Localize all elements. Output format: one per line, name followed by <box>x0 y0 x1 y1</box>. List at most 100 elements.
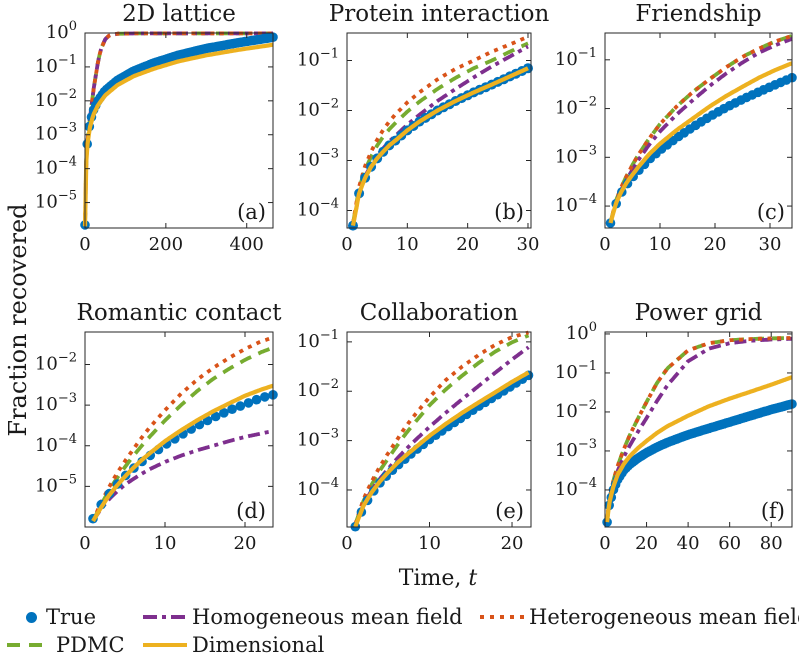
x-tick-label: 0 <box>599 234 610 255</box>
axes-box <box>604 32 793 229</box>
y-tick-label: 10−4 <box>297 476 339 500</box>
axes-box <box>346 32 532 229</box>
subplot-b: 0 10 20 30 10−1 10−2 10−3 10−4 Protein interacti… <box>297 1 550 255</box>
x-tick-label: 30 <box>759 234 782 255</box>
legend-dimensional-line-icon <box>143 643 187 647</box>
x-tick-label: 20 <box>501 533 524 554</box>
series-pdmc-line <box>608 34 793 224</box>
x-tick-label: 60 <box>718 533 741 554</box>
panel-label: (d) <box>236 499 266 523</box>
x-axis-label-text: Time, <box>398 566 469 591</box>
subplot-d: 0 10 20 10−2 10−3 10−4 10−5 Romantic contact (d) <box>35 300 282 554</box>
series-homogeneous-line <box>608 37 793 224</box>
x-tick-label: 10 <box>154 533 177 554</box>
subplot-e: 0 10 20 10−1 10−2 10−3 10−4 Collaboration (e) <box>297 300 534 554</box>
x-tick-label: 20 <box>635 533 658 554</box>
panel-label: (e) <box>495 499 524 523</box>
x-tick-label: 20 <box>456 234 479 255</box>
y-tick-label: 10−2 <box>35 87 77 111</box>
x-tick-label: 10 <box>418 533 441 554</box>
legend-true-marker-icon <box>26 611 37 623</box>
x-tick-label: 400 <box>230 234 264 255</box>
y-tick-label: 10−3 <box>35 391 77 415</box>
subplot-f: 0 20 40 60 80 100 10−1 10−2 10−3 10−4 Power grid (f… <box>555 300 797 554</box>
series-dimensional-line <box>608 61 793 224</box>
legend-label-pdmc: PDMC <box>56 632 125 657</box>
subplot-title: 2D lattice <box>122 1 236 27</box>
series-pdmc-line <box>351 41 529 224</box>
y-tick-label: 10−1 <box>555 359 597 383</box>
series-dimensional-line <box>91 383 274 523</box>
legend-homogeneous-line-icon <box>143 615 187 619</box>
y-tick-label: 10−4 <box>35 432 77 456</box>
y-tick-label: 100 <box>46 19 77 43</box>
y-axis-label: Fraction recovered <box>4 203 32 437</box>
y-tick-label: 10−1 <box>297 47 339 71</box>
y-tick-label: 10−1 <box>297 328 339 352</box>
axes-box <box>84 331 274 528</box>
x-tick-label: 30 <box>517 234 540 255</box>
x-tick-label: 200 <box>149 234 183 255</box>
panel-label: (c) <box>757 200 785 224</box>
axes-box <box>84 32 274 229</box>
legend-pdmc-line-icon <box>7 643 51 647</box>
x-tick-label: 20 <box>234 533 257 554</box>
subplot-title: Collaboration <box>360 300 519 326</box>
series-true-markers <box>602 399 797 527</box>
legend-entry-heterogeneous: Heterogeneous mean field <box>480 603 799 631</box>
y-tick-label: 10−2 <box>297 377 339 401</box>
legend-entry-homogeneous: Homogeneous mean field <box>143 603 463 631</box>
series-heterogeneous-line <box>91 335 274 522</box>
y-tick-label: 10−1 <box>555 46 597 70</box>
series-dimensional-line <box>82 42 274 227</box>
legend-entry-true: True <box>24 603 96 631</box>
y-tick-label: 10−2 <box>35 351 77 375</box>
series-heterogeneous-line <box>351 34 529 224</box>
x-tick-label: 0 <box>341 533 352 554</box>
y-tick-label: 10−5 <box>35 189 77 213</box>
legend-entry-pdmc: PDMC <box>7 631 125 658</box>
y-tick-label: 100 <box>566 320 597 344</box>
x-tick-label: 20 <box>704 234 727 255</box>
y-tick-label: 10−4 <box>297 197 339 221</box>
y-tick-label: 10−5 <box>35 472 77 496</box>
x-tick-label: 10 <box>396 234 419 255</box>
y-tick-label: 10−2 <box>297 97 339 121</box>
y-tick-label: 10−1 <box>35 53 77 77</box>
y-tick-label: 10−3 <box>297 427 339 451</box>
series-dimensional-line <box>350 66 529 226</box>
x-tick-label: 0 <box>79 234 90 255</box>
x-axis-label-variable: t <box>468 566 478 591</box>
series-true-markers <box>80 32 278 230</box>
subplot-title: Romantic contact <box>77 300 283 326</box>
series-dimensional-line <box>353 370 530 528</box>
axes-box <box>604 331 793 528</box>
legend-label-true: True <box>46 604 96 629</box>
x-tick-label: 0 <box>341 234 352 255</box>
panel-label: (b) <box>494 200 524 224</box>
panel-label: (a) <box>237 200 266 224</box>
legend-label-heterogeneous: Heterogeneous mean field <box>529 604 799 629</box>
legend-label-homogeneous: Homogeneous mean field <box>192 604 463 629</box>
series-dimensional-line <box>605 375 793 523</box>
y-tick-label: 10−3 <box>35 121 77 145</box>
series-homogeneous-line <box>351 44 529 226</box>
subplot-title: Power grid <box>635 300 763 326</box>
axes-box <box>346 331 532 528</box>
x-tick-label: 0 <box>79 533 90 554</box>
y-tick-label: 10−4 <box>555 192 597 216</box>
subplot-title: Protein interaction <box>329 1 550 27</box>
y-tick-label: 10−3 <box>297 147 339 171</box>
legend-entry-dimensional: Dimensional <box>143 631 324 658</box>
x-axis-label: Time, t <box>399 566 477 591</box>
y-tick-label: 10−3 <box>555 143 597 167</box>
x-tick-label: 40 <box>677 533 700 554</box>
x-tick-label: 10 <box>649 234 672 255</box>
y-tick-label: 10−2 <box>555 95 597 119</box>
series-heterogeneous-line <box>353 330 530 526</box>
series-heterogeneous-line <box>605 336 793 523</box>
legend-label-dimensional: Dimensional <box>192 632 325 657</box>
y-tick-label: 10−4 <box>35 155 77 179</box>
